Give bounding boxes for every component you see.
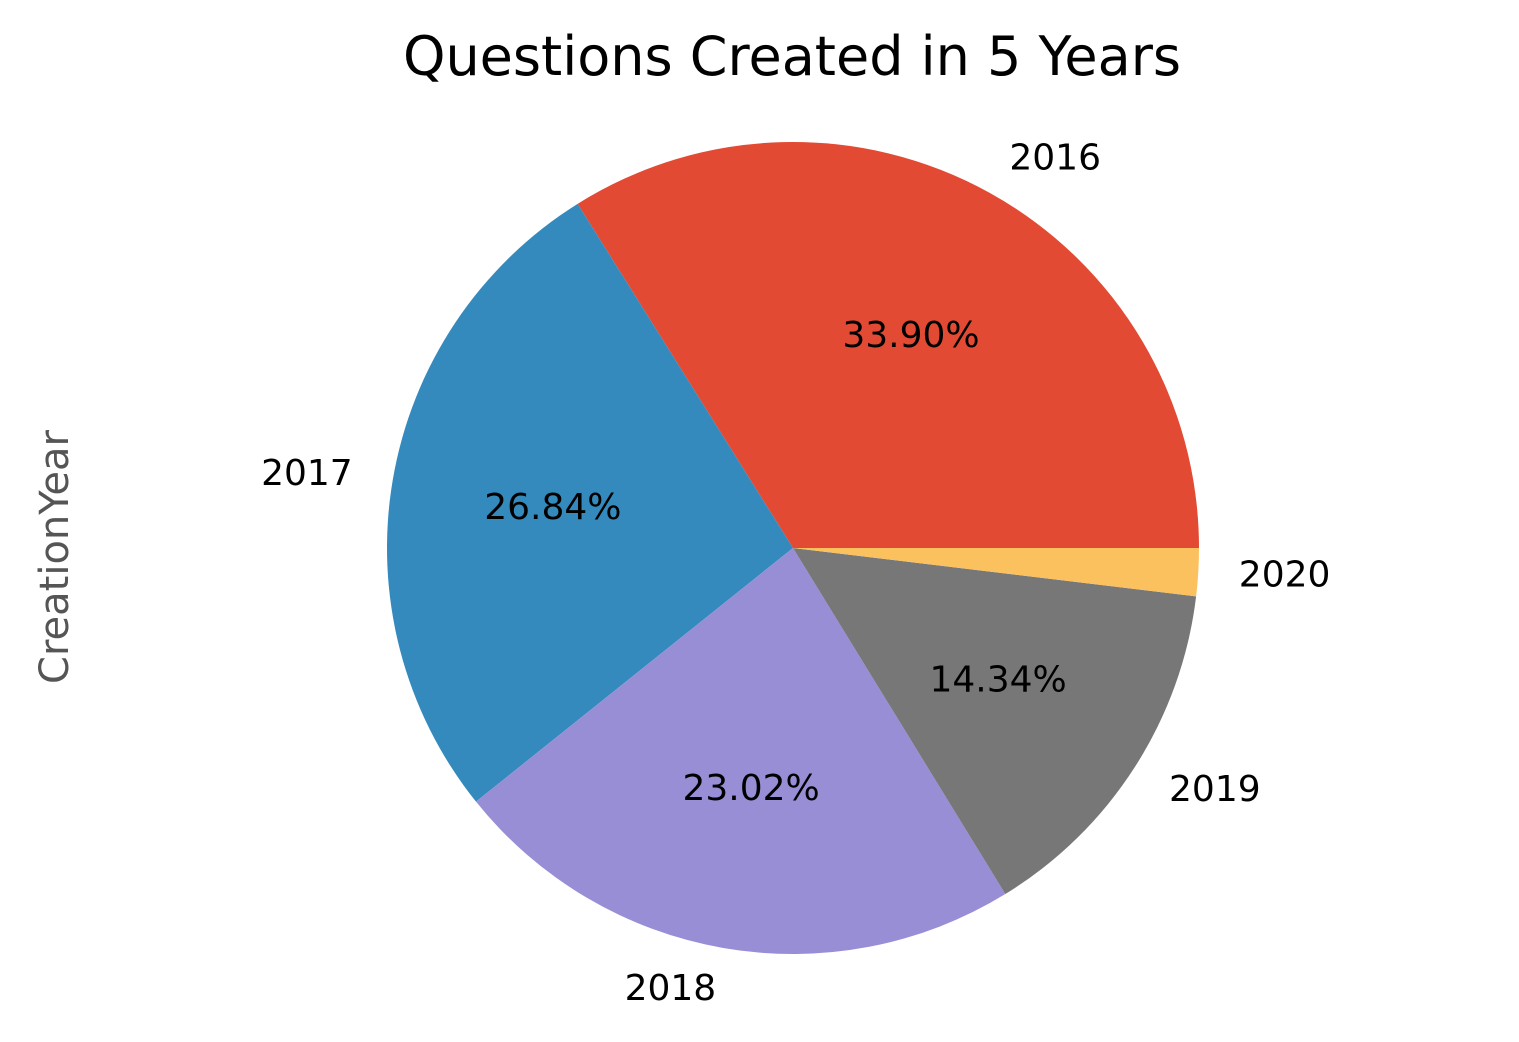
pie-slice-2018 [475, 548, 1006, 955]
pie-labels: 2016 33.90% 2017 26.84% 2018 23.02% 2019 14.34%… [261, 137, 1330, 1009]
slice-label-2016: 2016 [1009, 137, 1101, 178]
y-axis-label: CreationYear [32, 429, 78, 683]
pie-slice-2019 [793, 548, 1197, 895]
pie-slices [386, 141, 1199, 955]
pct-label-2016: 33.90% [842, 315, 979, 356]
pie-slice-2017 [386, 203, 793, 802]
slice-label-2019: 2019 [1169, 769, 1261, 810]
pct-label-2019: 14.34% [929, 659, 1066, 700]
pct-label-2017: 26.84% [484, 487, 621, 528]
pie-slice-2016 [577, 141, 1199, 548]
slice-label-2018: 2018 [625, 968, 717, 1009]
slice-label-2020: 2020 [1239, 555, 1331, 596]
pie-slice-2020 [793, 548, 1199, 597]
pct-label-2018: 23.02% [682, 768, 819, 809]
slice-label-2017: 2017 [261, 453, 353, 494]
chart-title: Questions Created in 5 Years [403, 25, 1181, 88]
